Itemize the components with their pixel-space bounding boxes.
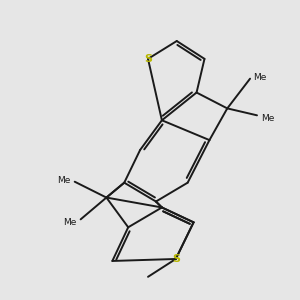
Text: Me: Me xyxy=(63,218,76,227)
Text: S: S xyxy=(144,54,152,64)
Text: S: S xyxy=(172,254,180,264)
Text: Me: Me xyxy=(262,114,275,123)
Text: Me: Me xyxy=(57,176,70,185)
Text: Me: Me xyxy=(253,73,266,82)
